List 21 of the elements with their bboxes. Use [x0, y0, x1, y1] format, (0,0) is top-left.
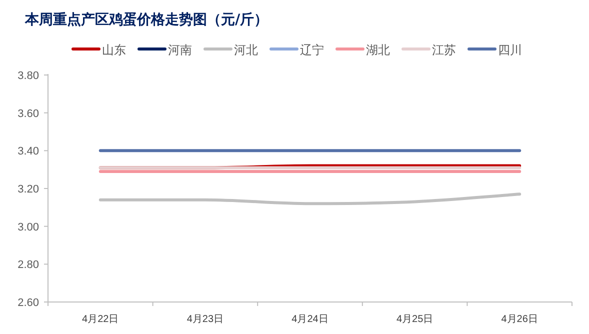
y-tick-label: 2.60	[18, 297, 39, 309]
legend-label: 山东	[102, 43, 126, 57]
y-tick-label: 3.00	[18, 221, 39, 234]
y-tick-label: 3.20	[18, 184, 39, 196]
legend-label: 辽宁	[300, 43, 324, 57]
legend-label: 四川	[498, 43, 522, 57]
legend-label: 江苏	[432, 43, 456, 57]
y-tick-label: 3.40	[18, 146, 39, 158]
x-tick-label: 4月23日	[186, 314, 224, 325]
y-tick-label: 3.80	[18, 70, 39, 82]
x-tick-label: 4月22日	[82, 314, 119, 325]
y-tick-label: 2.80	[18, 259, 39, 272]
x-tick-label: 4月25日	[396, 314, 434, 325]
x-tick-label: 4月24日	[292, 314, 328, 325]
legend-label: 湖北	[366, 43, 390, 57]
legend-label: 河北	[234, 43, 258, 57]
chart-title: 本周重点产区鸡蛋价格走势图（元/斤）	[24, 11, 268, 28]
legend-label: 河南	[168, 43, 192, 57]
y-tick-label: 3.60	[18, 108, 39, 120]
line-series	[98, 192, 522, 206]
x-tick-label: 4月26日	[501, 314, 538, 325]
